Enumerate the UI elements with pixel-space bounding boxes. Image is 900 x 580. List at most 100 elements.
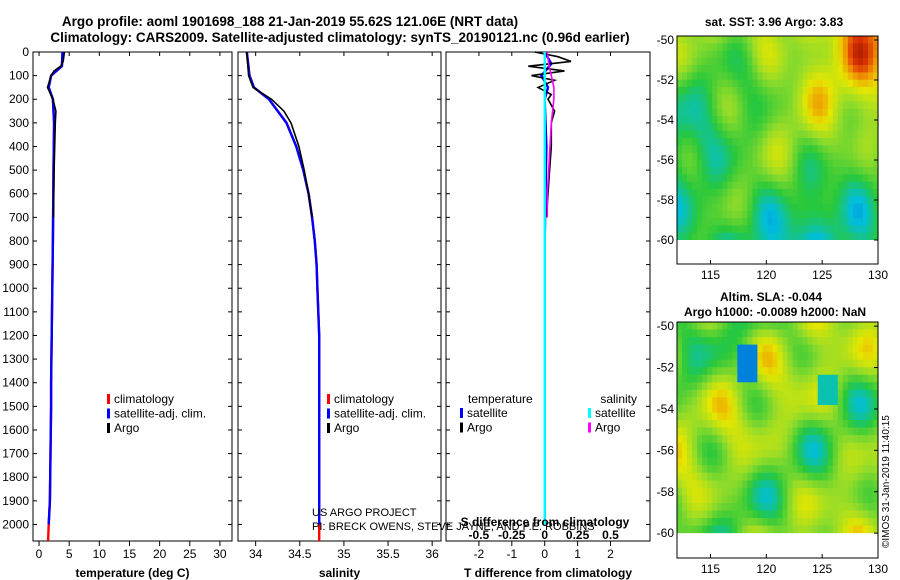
map-cell	[857, 145, 864, 154]
map-cell	[822, 352, 829, 361]
map-cell	[682, 427, 688, 436]
map-cell	[807, 382, 814, 391]
map-cell	[812, 138, 819, 146]
map-cell	[682, 210, 688, 219]
map-cell	[717, 138, 723, 146]
legend-swatch	[327, 408, 330, 419]
map-cell	[747, 435, 753, 444]
map-cell	[712, 225, 718, 234]
map-cell	[747, 138, 753, 146]
map-cell	[707, 442, 713, 451]
map-cell	[862, 87, 869, 95]
map-cell	[797, 57, 804, 66]
map-cell	[847, 412, 854, 421]
map-cell	[862, 145, 869, 154]
map-cell	[742, 352, 748, 361]
map-cell	[677, 457, 683, 466]
map-cell	[712, 525, 718, 534]
map-cell	[807, 210, 814, 219]
map-cell	[857, 442, 864, 451]
map-cell	[697, 457, 703, 466]
map-cell	[868, 465, 874, 474]
map-cell	[862, 196, 869, 205]
map-cell	[742, 397, 748, 406]
map-cell	[712, 72, 718, 81]
map-cell	[852, 210, 859, 219]
map-cell	[832, 322, 839, 331]
map-cell	[807, 43, 814, 52]
map-cell	[777, 510, 784, 519]
map-cell	[797, 405, 804, 414]
map-cell	[777, 57, 784, 66]
map-cell	[707, 435, 713, 444]
map-cell	[857, 352, 864, 361]
map-cell	[722, 232, 728, 241]
map-cell	[802, 329, 809, 338]
map-cell	[847, 442, 854, 451]
map-cell	[827, 480, 834, 489]
map-cell	[707, 472, 713, 481]
map-cell	[857, 159, 864, 168]
map-cell	[777, 420, 784, 429]
map-cell	[702, 487, 708, 496]
map-cell	[822, 225, 829, 234]
map-cell	[687, 457, 693, 466]
legend-label: satellite-adj. clim.	[334, 407, 426, 421]
map-cell	[707, 322, 713, 331]
map-cell	[797, 503, 804, 512]
map-cell	[847, 152, 854, 161]
map-cell	[737, 518, 743, 527]
map-cell	[837, 189, 844, 197]
map-cell	[812, 495, 819, 504]
map-cell	[832, 116, 839, 124]
map-cell	[837, 116, 844, 124]
map-cell	[832, 450, 839, 459]
map-cell	[817, 374, 824, 383]
map-cell	[687, 495, 693, 504]
map-cell	[807, 218, 814, 226]
map-cell	[822, 72, 829, 81]
map-cell	[847, 94, 854, 103]
map-cell	[737, 329, 743, 338]
map-cell	[757, 367, 763, 376]
map-cell	[807, 397, 814, 406]
map-cell	[772, 510, 779, 519]
map-cell	[862, 181, 869, 190]
map-cell	[873, 65, 879, 73]
map-cell	[762, 152, 768, 161]
map-cell	[807, 116, 814, 124]
map-cell	[868, 412, 874, 421]
map-cell	[782, 196, 789, 205]
map-cell	[757, 457, 763, 466]
map-cell	[682, 510, 688, 519]
map-cell	[707, 495, 713, 504]
map-cell	[787, 174, 794, 183]
map-cell	[712, 510, 718, 519]
map-cell	[807, 203, 814, 212]
map-cell	[802, 420, 809, 429]
map-cell	[847, 420, 854, 429]
map-cell	[792, 203, 799, 212]
map-cell	[687, 116, 693, 124]
sla-map-subtitle: Argo h1000: -0.0089 h2000: NaN	[684, 305, 866, 319]
map-cell	[682, 382, 688, 391]
map-cell	[868, 420, 874, 429]
map-cell	[752, 525, 758, 534]
map-cell	[777, 101, 784, 110]
plot-frame	[237, 51, 442, 542]
map-cell	[827, 225, 834, 234]
map-cell	[802, 87, 809, 95]
map-cell	[732, 36, 738, 44]
map-cell	[797, 420, 804, 429]
map-cell	[697, 397, 703, 406]
map-cell	[868, 108, 874, 117]
map-cell	[732, 465, 738, 474]
map-cell	[797, 101, 804, 110]
map-cell	[707, 412, 713, 421]
map-cell	[687, 203, 693, 212]
map-cell	[747, 367, 753, 376]
map-cell	[822, 389, 829, 398]
map-cell	[868, 116, 874, 124]
map-cell	[722, 472, 728, 481]
map-cell	[822, 435, 829, 444]
